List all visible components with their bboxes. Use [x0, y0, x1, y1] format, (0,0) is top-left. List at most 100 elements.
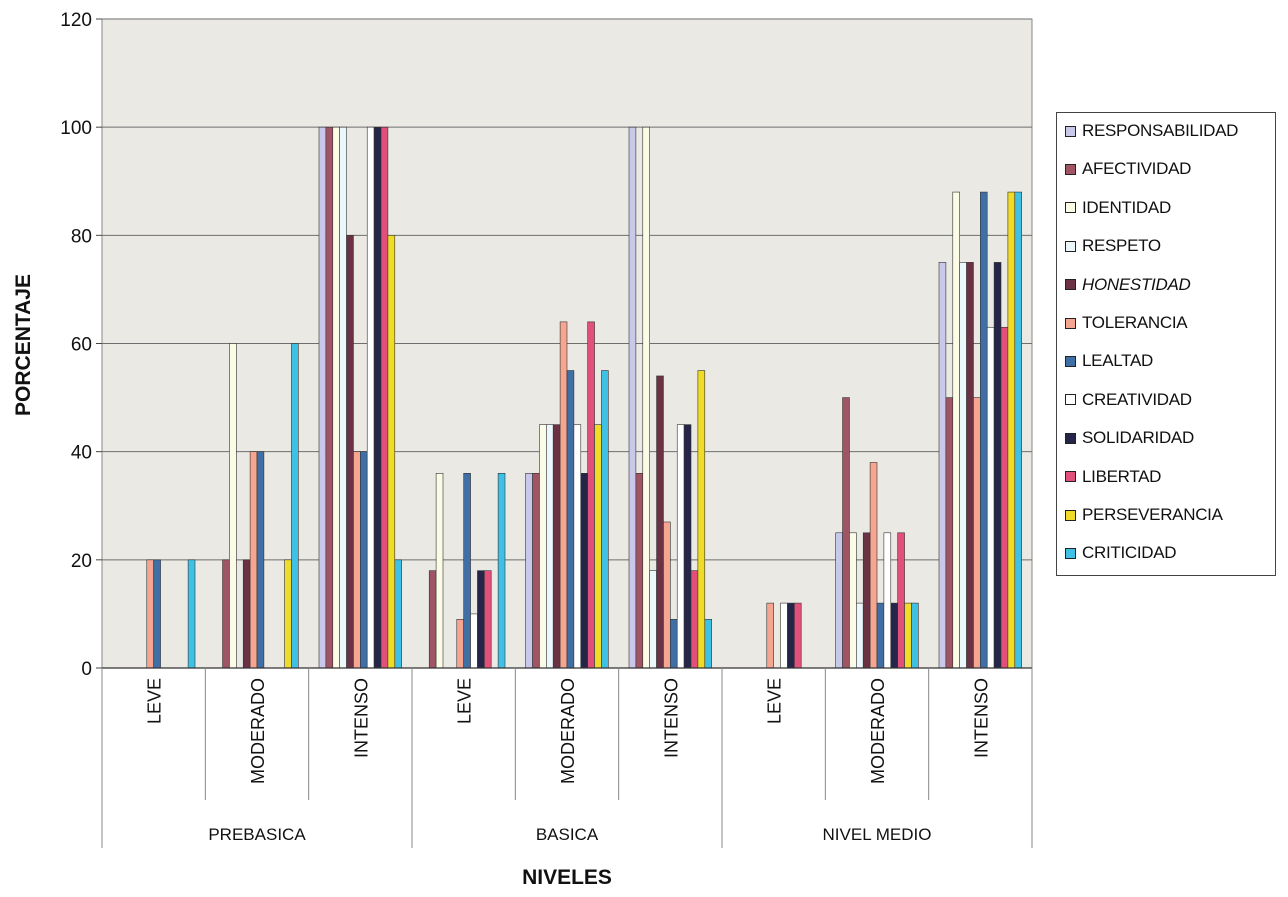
bar-honestidad-8 [966, 262, 974, 669]
category-label: INTENSO [661, 678, 681, 758]
legend-swatch [1065, 355, 1076, 367]
legend-item: RESPETO [1065, 234, 1161, 258]
x-axis-title: NIVELES [522, 866, 612, 889]
legend-item: CRITICIDAD [1065, 541, 1177, 565]
bar-criticidad-5 [704, 619, 712, 669]
bar-honestidad-2 [346, 235, 354, 669]
legend-label: TOLERANCIA [1082, 313, 1188, 332]
bar-afectividad-2 [325, 126, 334, 669]
category-label: MODERADO [248, 678, 268, 784]
bar-libertad-3 [484, 570, 492, 669]
bar-libertad-7 [897, 532, 905, 669]
y-axis-title: PORCENTAJE [12, 274, 35, 416]
category-label: LEVE [455, 678, 475, 724]
legend-item: IDENTIDAD [1065, 196, 1171, 220]
bar-respeto-2 [339, 126, 347, 669]
bar-perseverancia-2 [387, 235, 396, 669]
bar-lealtad-1 [256, 451, 265, 669]
category-label: INTENSO [971, 678, 991, 758]
bar-honestidad-5 [656, 375, 664, 669]
bar-perseverancia-5 [697, 370, 706, 669]
bar-lealtad-4 [566, 370, 575, 669]
legend: RESPONSABILIDAD AFECTIVIDAD IDENTIDAD RESPE… [1056, 112, 1276, 576]
legend-label: CRITICIDAD [1082, 543, 1177, 563]
bar-perseverancia-4 [594, 424, 602, 669]
bar-creatividad-3 [470, 613, 478, 669]
legend-swatch [1065, 317, 1076, 329]
legend-label: LEALTAD [1082, 351, 1153, 371]
bar-libertad-4 [587, 321, 595, 669]
group-label: NIVEL MEDIO [823, 825, 932, 844]
bar-identidad-3 [435, 472, 444, 669]
bar-solidaridad-3 [477, 570, 485, 669]
bar-lealtad-3 [463, 472, 471, 669]
category-label: MODERADO [868, 678, 888, 784]
bar-identidad-1 [229, 343, 237, 669]
bar-tolerancia-6 [766, 602, 774, 669]
legend-label: RESPONSABILIDAD [1082, 121, 1239, 140]
bar-tolerancia-3 [456, 619, 464, 669]
legend-item: HONESTIDAD [1065, 273, 1191, 297]
legend-swatch [1065, 509, 1076, 521]
bar-libertad-5 [690, 570, 699, 669]
legend-swatch [1065, 240, 1076, 252]
bar-identidad-2 [332, 126, 340, 669]
bar-criticidad-7 [911, 602, 919, 669]
bar-perseverancia-8 [1007, 191, 1016, 669]
bar-criticidad-4 [601, 370, 609, 669]
bar-responsabilidad-8 [938, 262, 947, 669]
bar-identidad-5 [642, 126, 650, 669]
legend-label: SOLIDARIDAD [1082, 428, 1194, 448]
legend-item: LEALTAD [1065, 349, 1153, 373]
bar-creatividad-7 [883, 532, 892, 669]
bar-respeto-8 [959, 262, 967, 669]
legend-label: PERSEVERANCIA [1082, 505, 1223, 524]
category-label: INTENSO [351, 678, 371, 758]
legend-item: AFECTIVIDAD [1065, 157, 1191, 181]
bar-criticidad-8 [1014, 191, 1022, 669]
bar-afectividad-5 [635, 472, 644, 669]
legend-label: LIBERTAD [1082, 466, 1162, 486]
bar-solidaridad-5 [683, 424, 692, 669]
legend-swatch [1065, 125, 1076, 137]
bar-libertad-2 [380, 126, 389, 669]
bar-tolerancia-2 [353, 451, 361, 669]
bar-respeto-7 [856, 602, 864, 669]
y-tick-label: 0 [81, 659, 92, 680]
bar-tolerancia-5 [663, 521, 671, 669]
bar-afectividad-4 [532, 472, 540, 669]
legend-swatch [1065, 471, 1076, 483]
bar-creatividad-2 [366, 126, 375, 669]
bar-creatividad-6 [780, 602, 788, 669]
bar-afectividad-3 [428, 570, 437, 669]
bar-tolerancia-0 [146, 559, 154, 669]
bar-solidaridad-8 [993, 262, 1002, 669]
bar-lealtad-5 [670, 619, 678, 669]
legend-swatch [1065, 547, 1076, 559]
legend-label: CREATIVIDAD [1082, 389, 1192, 409]
legend-item: SOLIDARIDAD [1065, 426, 1194, 450]
plot-layer: 0 20 40 60 80 100 120 LEVE MODERADO INTENSO LEVE MO… [60, 10, 1033, 848]
legend-label: RESPETO [1082, 236, 1161, 256]
bar-afectividad-1 [222, 559, 230, 669]
category-label: MODERADO [558, 678, 578, 784]
legend-swatch [1065, 432, 1076, 444]
bar-respeto-5 [649, 570, 657, 669]
bar-lealtad-8 [980, 191, 988, 669]
bar-criticidad-3 [497, 472, 506, 669]
legend-item: CREATIVIDAD [1065, 388, 1192, 412]
legend-item: TOLERANCIA [1065, 311, 1188, 335]
bar-perseverancia-7 [904, 602, 912, 669]
bar-honestidad-1 [242, 559, 251, 669]
bar-responsabilidad-2 [318, 126, 327, 669]
bar-creatividad-5 [676, 424, 685, 669]
bar-criticidad-2 [394, 559, 402, 669]
legend-swatch [1065, 279, 1076, 291]
bar-lealtad-7 [876, 602, 885, 669]
bar-libertad-6 [794, 602, 802, 669]
bar-responsabilidad-7 [835, 532, 843, 669]
bar-solidaridad-2 [373, 126, 382, 669]
y-tick-label: 100 [60, 118, 92, 139]
